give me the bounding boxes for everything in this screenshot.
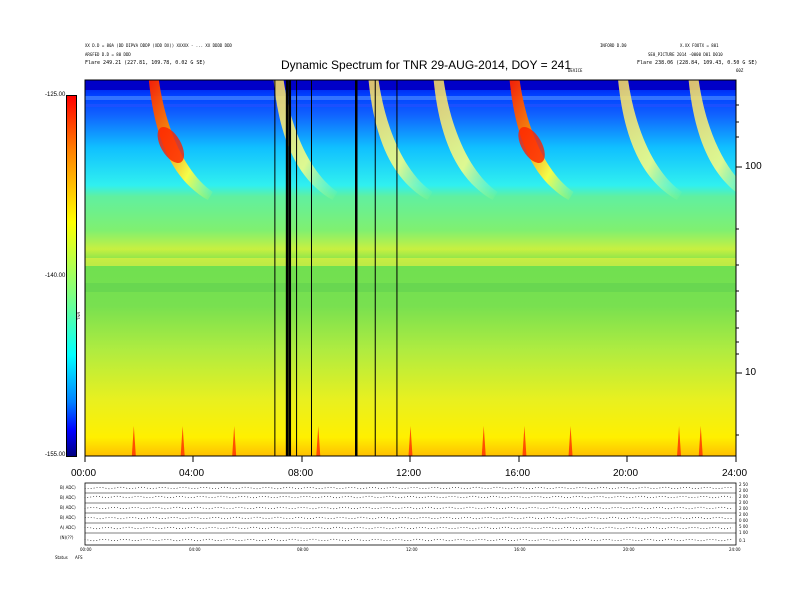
header-info-left-1: XX D.D = 80A (DD DIPVA DDDP (XDD DX)) XX… <box>85 43 232 48</box>
radio-burst-core-4 <box>518 126 545 164</box>
low-x-tick-1: 04:00 <box>189 547 201 552</box>
low-x-tick-4: 16:00 <box>514 547 526 552</box>
colorbar <box>66 95 77 457</box>
low-scale-4: 2 00 <box>739 500 748 505</box>
burst-spike-5 <box>481 426 486 456</box>
low-x-tick-2: 08:00 <box>297 547 309 552</box>
low-row-label-4: B( ADC) <box>60 515 76 520</box>
radio-burst-5 <box>618 80 683 200</box>
low-scale-6: 2 00 <box>739 512 748 517</box>
low-row-label-5: A( ADC) <box>60 525 76 530</box>
low-scale-9: 1 00 <box>739 530 748 535</box>
spike-layer <box>131 426 703 456</box>
burst-spike-8 <box>677 426 682 456</box>
header-info-right-3: SE0_PICTURE 2014 -0000 D01 D010 <box>648 52 723 57</box>
low-x-tick-0: 00:00 <box>80 547 92 552</box>
lower-panel-frame <box>84 482 737 546</box>
header-device-label: DEVICE <box>568 68 583 73</box>
radio-burst-3 <box>433 80 498 200</box>
x-tick-2: 08:00 <box>288 468 314 479</box>
burst-spike-0 <box>131 426 136 456</box>
radio-burst-6 <box>688 80 736 193</box>
x-tick-3: 12:00 <box>396 468 422 479</box>
housekeeping-trace-4 <box>84 526 734 530</box>
colorbar-tick-mid: -140.00 <box>45 273 66 279</box>
housekeeping-trace-2 <box>84 506 734 510</box>
low-scale-1: 2 50 <box>739 482 748 487</box>
low-row-label-6: (N)(??) <box>60 535 74 540</box>
burst-spike-2 <box>232 426 237 456</box>
spectrogram-top-band <box>85 80 736 90</box>
burst-spike-1 <box>180 426 185 456</box>
spectrogram-band-1 <box>85 96 736 100</box>
lower-panel-traces <box>84 486 734 542</box>
gap-layer <box>274 80 398 456</box>
low-scale-10: 0.1 <box>739 538 746 543</box>
low-row-label-1: B( ADC) <box>60 485 76 490</box>
bottom-axis-ticks <box>84 456 737 462</box>
header-info-left-2: ARGFED D.D = 80 DDD <box>85 52 131 57</box>
header-info-right-2: X.XX FOOTX = 801 <box>680 43 719 48</box>
y-tick-100: 100 <box>745 161 762 172</box>
x-tick-6: 24:00 <box>722 468 748 479</box>
header-info-right-1: INFORD D.D0 <box>600 43 627 48</box>
burst-spike-4 <box>408 426 413 456</box>
spectrogram-background <box>85 80 736 456</box>
chart-title: Dynamic Spectrum for TNR 29-AUG-2014, DO… <box>281 58 572 72</box>
spectrogram-band-2 <box>85 104 736 107</box>
y-tick-10: 10 <box>745 367 757 378</box>
burst-layer <box>148 80 736 200</box>
right-axis-ticks <box>736 104 742 436</box>
spectrogram-band-3 <box>85 258 736 266</box>
low-row-label-3: B( ADC) <box>60 505 76 510</box>
header-info-right-4: Flare 238.06 (228.84, 109.43, 0.50 G SE) <box>637 60 758 66</box>
housekeeping-trace-5 <box>84 538 734 542</box>
burst-spike-7 <box>568 426 573 456</box>
low-scale-2: 2 00 <box>739 488 748 493</box>
burst-spike-9 <box>698 426 703 456</box>
low-x-tick-5: 20:00 <box>623 547 635 552</box>
status-value: AFS <box>75 555 83 560</box>
colorbar-tick-top: -125.00 <box>45 92 66 98</box>
low-scale-3: 2 00 <box>739 494 748 499</box>
housekeeping-trace-0 <box>84 486 734 490</box>
housekeeping-trace-3 <box>84 516 734 520</box>
low-x-tick-6: 24:00 <box>729 547 741 552</box>
low-x-tick-3: 12:00 <box>406 547 418 552</box>
colorbar-tick-bottom: -155.00 <box>45 452 66 458</box>
burst-spike-6 <box>522 426 527 456</box>
low-row-label-2: B( ADC) <box>60 495 76 500</box>
x-tick-0: 00:00 <box>71 468 97 479</box>
low-scale-5: 2 00 <box>739 506 748 511</box>
status-label: Status <box>55 555 68 560</box>
radio-burst-core-0 <box>157 126 185 164</box>
spectrogram-band-4 <box>85 283 736 292</box>
header-corner-label: 60Z <box>736 68 744 73</box>
low-scale-7: 0 00 <box>739 518 748 523</box>
x-tick-1: 04:00 <box>179 468 205 479</box>
low-scale-8: 5 00 <box>739 524 748 529</box>
x-tick-5: 20:00 <box>613 468 639 479</box>
burst-spike-3 <box>316 426 321 456</box>
lower-panel-dividers <box>85 492 736 534</box>
x-tick-4: 16:00 <box>505 468 531 479</box>
header-info-left-3: Flare 249.21 (227.81, 109.78, 0.02 G SE) <box>85 60 206 66</box>
